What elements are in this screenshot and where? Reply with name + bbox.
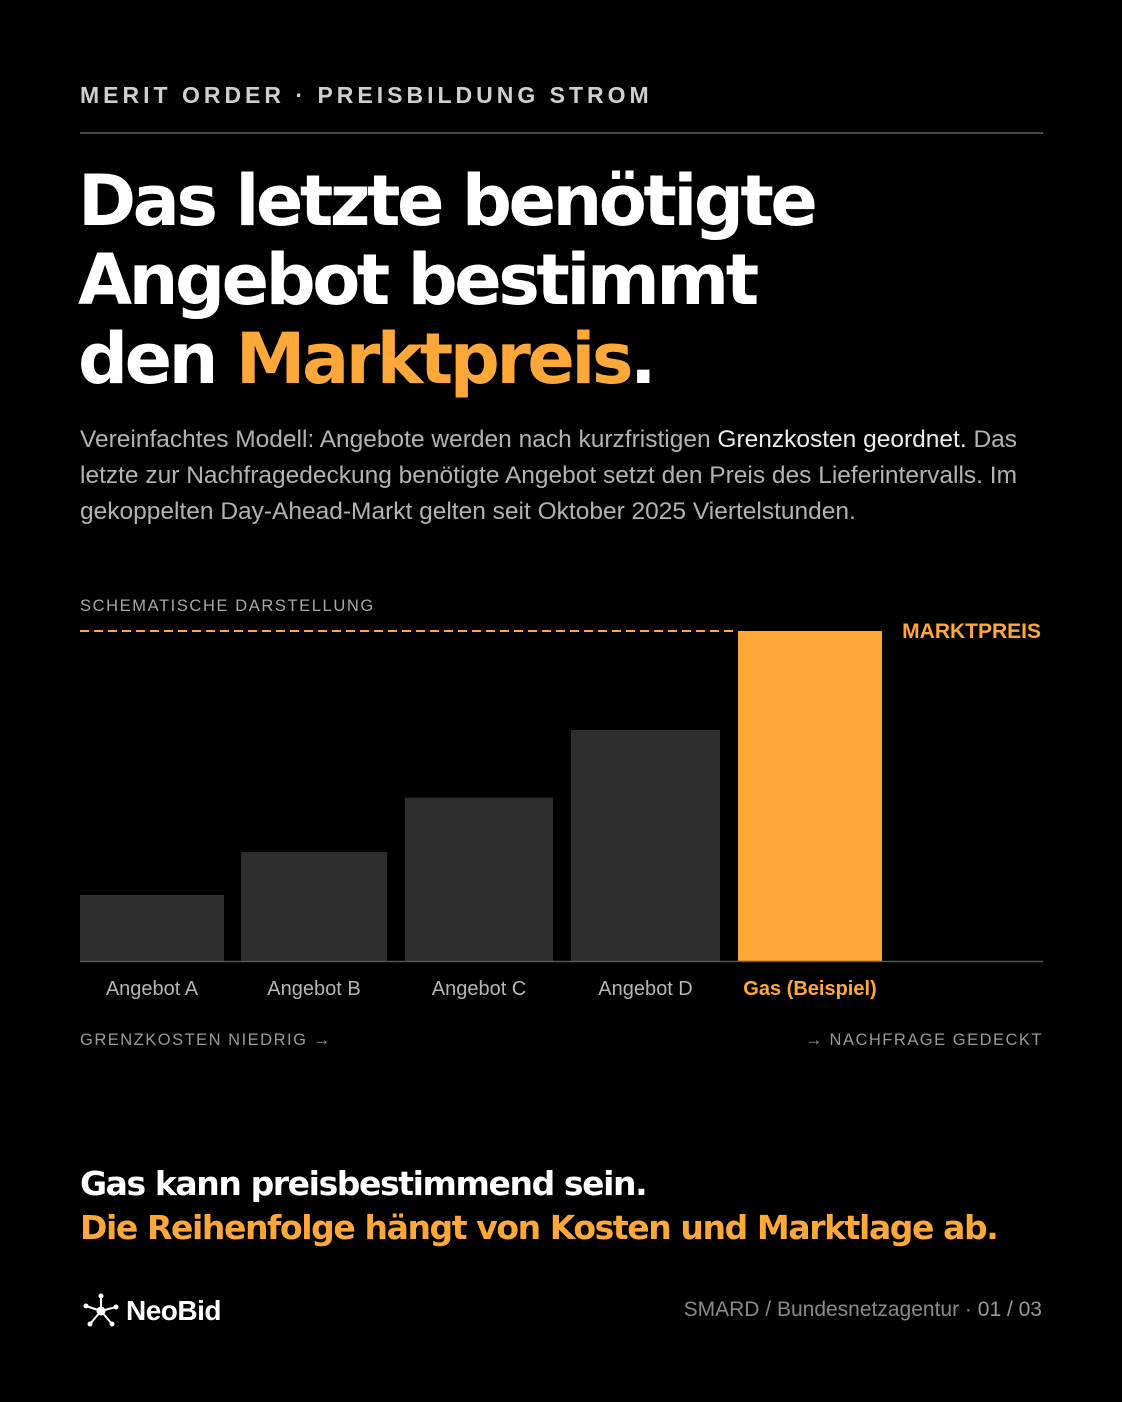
headline-line-1: Das letzte benötigte xyxy=(78,160,818,242)
category-label-4: Angebot D xyxy=(598,978,693,1000)
brand-name: NeoBid xyxy=(126,1295,222,1326)
lead-paragraph: Vereinfachtes Modell: Angebote werden na… xyxy=(80,422,1060,530)
merit-order-chart: MARKTPREIS Angebot A Angebot B Angebot C Ang… xyxy=(80,620,1043,1049)
page-indicator: 01 / 03 xyxy=(977,1298,1042,1321)
bar-4 xyxy=(571,730,720,961)
lead-part-1: Vereinfachtes Modell: Angebote werden na… xyxy=(80,426,718,453)
bar-3 xyxy=(405,797,553,961)
headline-highlight: Marktpreis xyxy=(235,318,634,400)
category-label-2: Angebot B xyxy=(267,978,360,1000)
bar-2 xyxy=(241,852,387,961)
headline-line-3-suffix: . xyxy=(630,318,657,400)
price-line-label: MARKTPREIS xyxy=(902,620,1041,643)
category-label-1: Angebot A xyxy=(106,978,199,1000)
brand: NeoBid xyxy=(80,1290,222,1332)
lead-emphasis: Grenzkosten geordnet. xyxy=(717,426,967,453)
network-node-icon xyxy=(83,1293,119,1327)
takeaway-line-1: Gas kann preisbestimmend sein. xyxy=(80,1164,648,1203)
headline-line-3-prefix: den xyxy=(78,318,236,400)
source-text: SMARD / Bundesnetzagentur · xyxy=(683,1298,978,1321)
source-credit: SMARD / Bundesnetzagentur · 01 / 03 xyxy=(684,1298,1042,1322)
bar-1 xyxy=(80,895,224,961)
divider xyxy=(80,132,1043,134)
axis-note-right: → NACHFRAGE GEDECKT xyxy=(805,1031,1043,1049)
kicker: MERIT ORDER · PREISBILDUNG STROM xyxy=(80,82,653,108)
lead-part-2: Das letzte zur Nachfragedeckung benötigt… xyxy=(80,426,1018,525)
axis-note-left: GRENZKOSTEN NIEDRIG → xyxy=(80,1031,332,1049)
chart-caption: SCHEMATISCHE DARSTELLUNG xyxy=(80,597,375,615)
bar-5 xyxy=(738,631,882,961)
category-label-5: Gas (Beispiel) xyxy=(743,978,876,1000)
headline-line-2: Angebot bestimmt xyxy=(78,239,759,321)
headline: Das letzte benötigte Angebot bestimmt de… xyxy=(78,162,1058,399)
category-label-3: Angebot C xyxy=(432,978,527,1000)
takeaway-line-2: Die Reihenfolge hängt von Kosten und Mar… xyxy=(80,1208,999,1247)
